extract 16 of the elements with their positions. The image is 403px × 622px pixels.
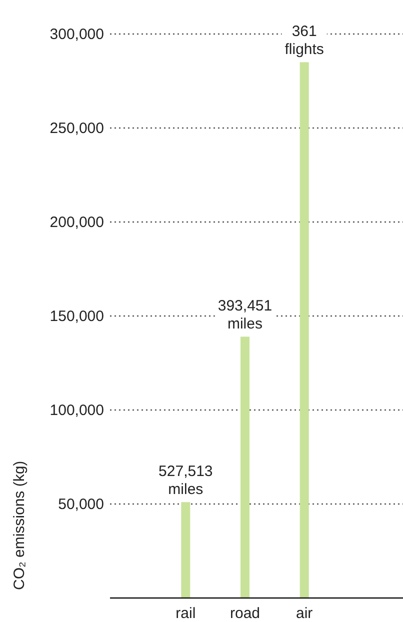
y-tick-label: 300,000 bbox=[50, 26, 104, 43]
x-tick-label: air bbox=[296, 605, 313, 622]
y-tick-label: 200,000 bbox=[50, 214, 104, 231]
annotation: 361 flights bbox=[284, 23, 324, 58]
y-tick-label: 150,000 bbox=[50, 308, 104, 325]
x-tick-label: rail bbox=[176, 605, 196, 622]
bar bbox=[181, 502, 190, 598]
x-tick-label: road bbox=[230, 605, 260, 622]
y-axis-title: CO₂ emissions (kg) bbox=[11, 460, 28, 590]
y-tick-label: 100,000 bbox=[50, 402, 104, 419]
bar bbox=[300, 62, 309, 598]
y-tick-label: 250,000 bbox=[50, 120, 104, 137]
annotation: 393,451 miles bbox=[218, 298, 272, 333]
y-tick-label: 50,000 bbox=[58, 496, 104, 513]
bar bbox=[240, 336, 250, 598]
annotation: 527,513 miles bbox=[158, 463, 213, 498]
